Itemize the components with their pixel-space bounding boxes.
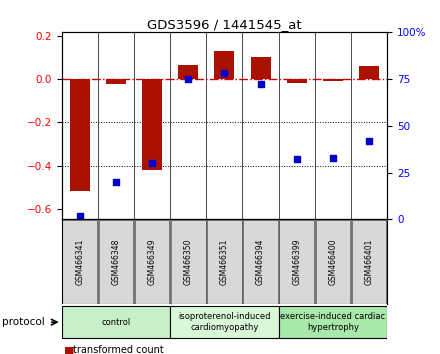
Text: GSM466399: GSM466399: [292, 239, 301, 285]
Bar: [178, 65, 198, 79]
Text: protocol: protocol: [2, 317, 45, 327]
Point: [293, 156, 300, 162]
Bar: [352, 220, 386, 304]
Text: GSM466348: GSM466348: [111, 239, 121, 285]
Text: GSM466351: GSM466351: [220, 239, 229, 285]
Point: [221, 70, 228, 76]
Bar: [279, 220, 314, 304]
Point: [149, 160, 156, 166]
Text: ■: ■: [64, 346, 74, 354]
Point: [185, 76, 192, 81]
Bar: [70, 79, 90, 192]
Text: control: control: [101, 318, 131, 327]
Text: GSM466394: GSM466394: [256, 239, 265, 285]
Point: [366, 138, 373, 143]
Point: [76, 213, 83, 218]
Bar: [279, 306, 387, 338]
Bar: [323, 79, 343, 81]
Bar: [171, 220, 205, 304]
Bar: [106, 79, 126, 84]
Bar: [243, 220, 278, 304]
Text: GSM466350: GSM466350: [184, 239, 193, 285]
Bar: [315, 220, 350, 304]
Bar: [62, 306, 170, 338]
Title: GDS3596 / 1441545_at: GDS3596 / 1441545_at: [147, 18, 302, 31]
Bar: [142, 79, 162, 170]
Text: exercise-induced cardiac
hypertrophy: exercise-induced cardiac hypertrophy: [280, 313, 385, 332]
Text: GSM466341: GSM466341: [75, 239, 84, 285]
Bar: [62, 220, 97, 304]
Bar: [135, 220, 169, 304]
Bar: [170, 306, 279, 338]
Text: transformed count: transformed count: [73, 346, 163, 354]
Bar: [214, 51, 235, 79]
Bar: [251, 57, 271, 79]
Bar: [359, 66, 379, 79]
Text: GSM466400: GSM466400: [328, 239, 337, 285]
Point: [330, 155, 337, 160]
Bar: [287, 79, 307, 82]
Point: [257, 81, 264, 87]
Text: GSM466349: GSM466349: [147, 239, 157, 285]
Text: isoproterenol-induced
cardiomyopathy: isoproterenol-induced cardiomyopathy: [178, 313, 271, 332]
Point: [112, 179, 119, 185]
Bar: [207, 220, 242, 304]
Bar: [99, 220, 133, 304]
Text: GSM466401: GSM466401: [365, 239, 374, 285]
